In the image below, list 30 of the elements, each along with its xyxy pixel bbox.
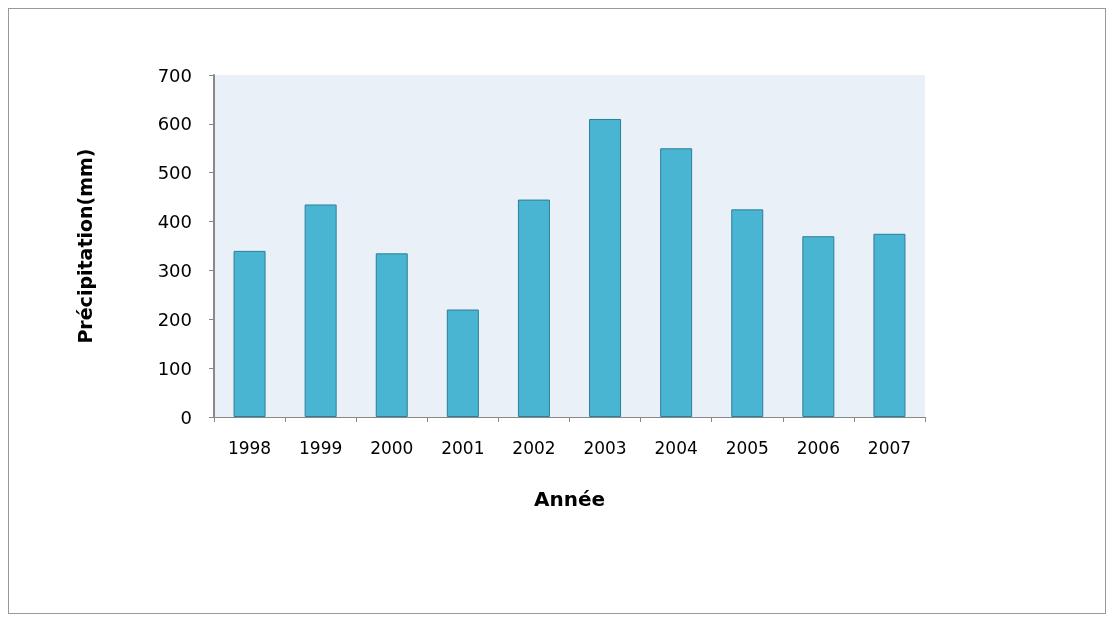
bar	[375, 253, 408, 417]
y-tick-label: 500	[157, 162, 192, 184]
x-axis-title: Année	[533, 487, 606, 511]
bar	[446, 309, 479, 417]
bar	[589, 118, 622, 417]
x-tick-label: 2002	[512, 437, 556, 458]
bar	[517, 199, 550, 417]
x-tick-label: 2000	[370, 437, 414, 458]
x-tick-label: 2007	[867, 437, 912, 458]
x-tick-label: 2005	[725, 437, 769, 458]
y-tick-label: 100	[157, 357, 192, 379]
bar	[802, 236, 835, 417]
bar	[233, 250, 266, 417]
x-tick-label: 2006	[796, 437, 840, 458]
bar	[660, 148, 693, 417]
x-tick-label: 2004	[654, 437, 698, 458]
bar	[731, 209, 764, 417]
y-tick-label: 200	[157, 308, 192, 330]
x-tick-label: 1998	[227, 437, 272, 458]
y-axis-title: Précipitation(mm)	[73, 148, 96, 344]
y-tick-label: 600	[157, 113, 192, 135]
y-tick-label: 400	[157, 211, 192, 233]
y-tick-label: 0	[180, 406, 192, 428]
x-tick-label: 2003	[583, 437, 627, 458]
y-tick-label: 300	[157, 259, 192, 281]
y-tick-label: 700	[157, 64, 192, 86]
x-tick-label: 2001	[441, 437, 485, 458]
x-tick-label: 1999	[299, 437, 343, 458]
bar	[304, 204, 337, 417]
bar	[873, 233, 906, 417]
